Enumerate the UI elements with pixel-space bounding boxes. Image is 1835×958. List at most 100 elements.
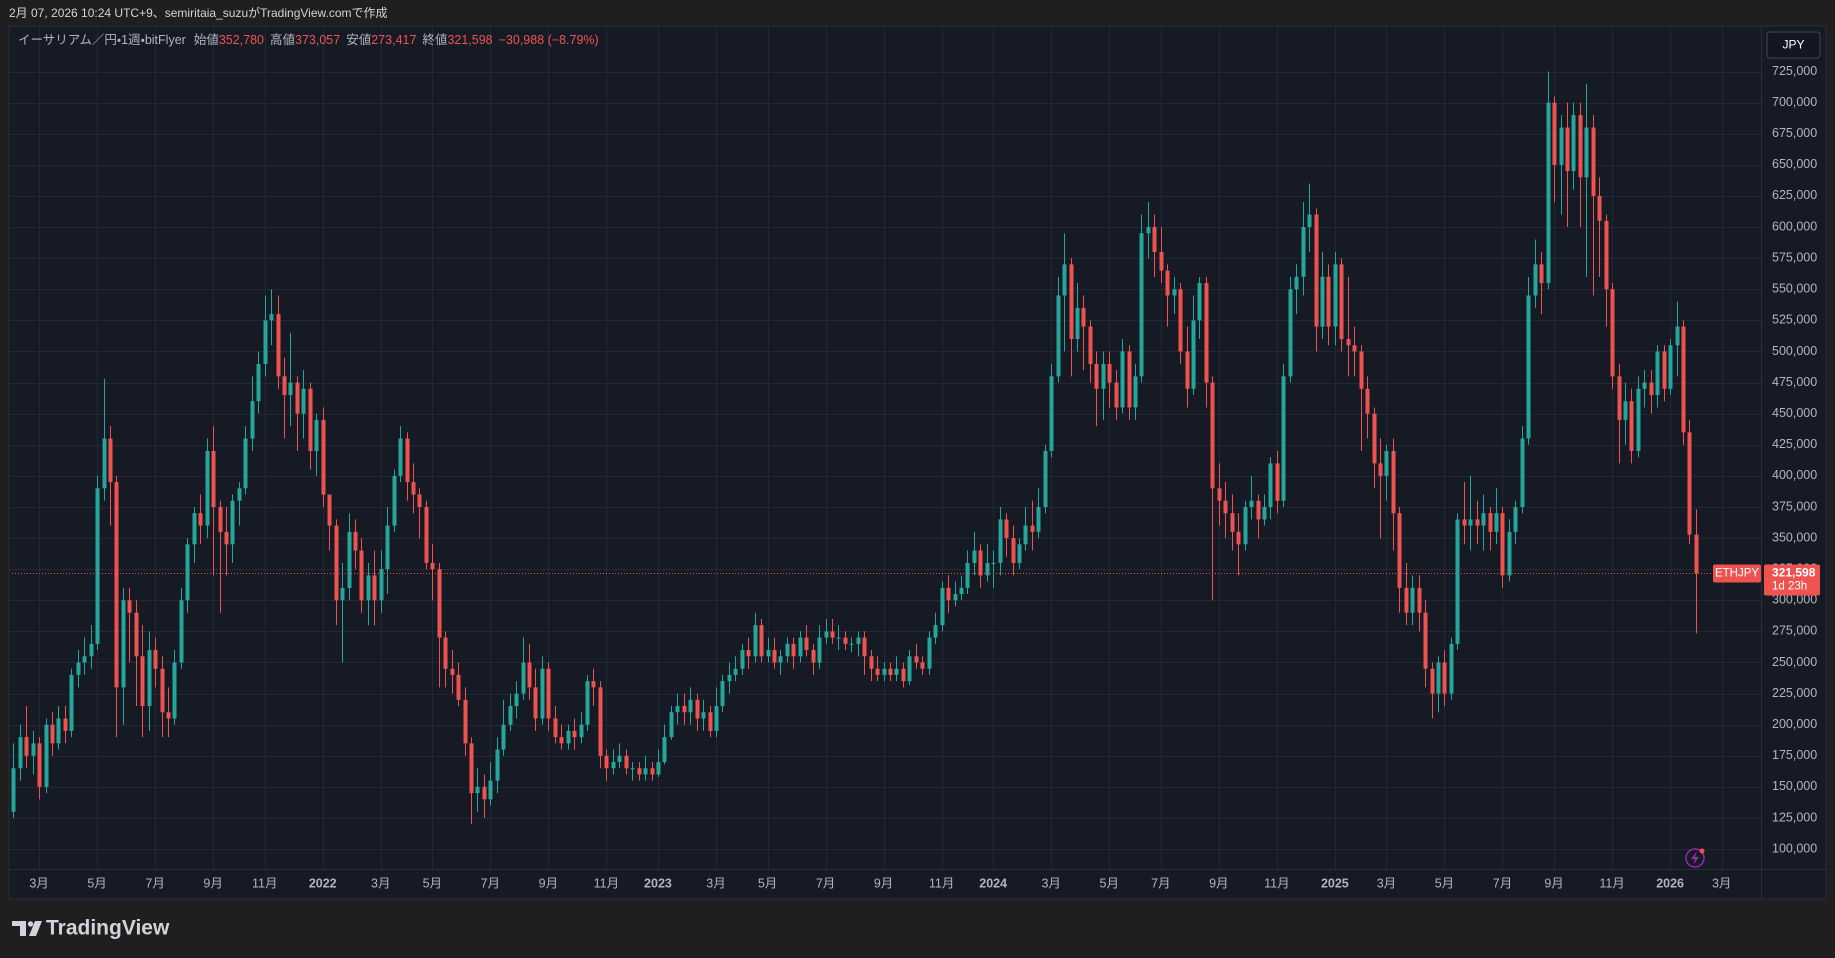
axes: 100,000 125,000 150,000 175,000 200,000 225,0… — [29, 64, 1820, 890]
x-tick-label: 5月 — [423, 876, 442, 890]
candle-body — [308, 388, 313, 451]
candle-body — [662, 737, 667, 763]
candle-body — [359, 550, 364, 601]
candle-body — [1139, 233, 1144, 377]
candle-body — [1081, 307, 1086, 327]
symbol-box — [1713, 564, 1761, 583]
candle-body — [1023, 525, 1028, 545]
candle-body — [817, 637, 822, 663]
candle-body — [1539, 264, 1544, 284]
legend-label: 終値 — [422, 32, 447, 47]
currency-label[interactable]: JPY — [1782, 38, 1804, 52]
candle-body — [514, 693, 519, 707]
candle-body — [1210, 382, 1215, 489]
candle-body — [372, 575, 377, 601]
candle-body — [1455, 519, 1460, 644]
candles — [11, 71, 1761, 825]
candle-body — [959, 587, 964, 595]
candle-body — [998, 519, 1003, 563]
x-tick-label: 3月 — [706, 876, 725, 890]
candle-body — [546, 668, 551, 719]
currency-button[interactable] — [1766, 31, 1821, 59]
candle-body — [160, 668, 165, 713]
legend-value: 373,057 — [295, 33, 340, 47]
candle-body — [250, 401, 255, 439]
candle-body — [1197, 283, 1202, 321]
candle-body — [1230, 513, 1235, 532]
y-tick-label: 225,000 — [1772, 686, 1817, 700]
candle-body — [669, 712, 674, 738]
candle-body — [198, 513, 203, 526]
candle-body — [114, 482, 119, 688]
x-tick-label: 5月 — [758, 876, 777, 890]
x-tick-label: 2026 — [1656, 876, 1684, 890]
legend: イーサリアム／円・1週・bitFlyer 始値352,780 高値373,057 安値… — [18, 32, 599, 47]
x-tick-label: 9月 — [539, 876, 558, 890]
candle-body — [933, 625, 938, 638]
y-tick-label: 300,000 — [1772, 593, 1817, 607]
candle-body — [430, 562, 435, 570]
candle-body — [1352, 345, 1357, 352]
candle-body — [656, 762, 661, 775]
candle-body — [894, 668, 899, 675]
candle-body — [89, 643, 94, 657]
candle-body — [1307, 214, 1312, 228]
candle-body — [559, 737, 564, 744]
candle-body — [1236, 531, 1241, 545]
candle-body — [753, 625, 758, 657]
candle-body — [637, 768, 642, 775]
candle-body — [746, 650, 751, 657]
candle-body — [1178, 289, 1183, 352]
candle-body — [1694, 534, 1699, 574]
y-tick-label: 625,000 — [1772, 188, 1817, 202]
candle-body — [495, 749, 500, 781]
candle-body — [1655, 351, 1660, 396]
candle-body — [708, 712, 713, 731]
candle-body — [965, 562, 970, 588]
candle-body — [920, 662, 925, 669]
candle-body — [1436, 662, 1441, 694]
candle-body — [102, 438, 107, 489]
candle-body — [1036, 506, 1041, 532]
candle-body — [1578, 115, 1583, 178]
x-tick-label: 3月 — [1377, 876, 1396, 890]
candle-body — [1513, 506, 1518, 532]
x-tick-label: 11月 — [1264, 876, 1289, 890]
lightning-icon[interactable] — [1685, 848, 1705, 868]
candle-body — [624, 755, 629, 769]
candle-body — [366, 575, 371, 601]
x-tick-label: 9月 — [1544, 876, 1563, 890]
candle-body — [798, 637, 803, 657]
legend-label: 始値 — [194, 32, 219, 47]
candle-body — [1552, 102, 1557, 165]
candle-body — [630, 768, 635, 770]
candle-body — [1526, 295, 1531, 439]
candle-body — [907, 656, 912, 682]
candle-body — [849, 643, 854, 645]
y-tick-label: 425,000 — [1772, 437, 1817, 451]
candle-body — [714, 706, 719, 731]
candle-body — [940, 587, 945, 626]
candle-body — [533, 687, 538, 719]
candle-body — [192, 513, 197, 545]
candle-body — [1256, 500, 1261, 520]
candle-body — [276, 314, 281, 377]
candle-body — [882, 668, 887, 675]
candle-body — [1571, 115, 1576, 172]
x-tick-label: 2023 — [644, 876, 672, 890]
candle-body — [1127, 351, 1132, 408]
x-tick-label: 7月 — [1493, 876, 1512, 890]
candle-body — [1320, 276, 1325, 327]
candle-body — [1120, 351, 1125, 408]
x-tick-label: 7月 — [816, 876, 835, 890]
y-tick-label: 125,000 — [1772, 810, 1817, 824]
y-tick-label: 600,000 — [1772, 219, 1817, 233]
candle-body — [1088, 326, 1093, 364]
candle-body — [553, 718, 558, 738]
candle-body — [166, 712, 171, 719]
logo: TradingView — [12, 917, 170, 940]
candle-body — [121, 600, 126, 688]
candle-body — [501, 724, 506, 750]
candle-body — [1481, 513, 1486, 526]
